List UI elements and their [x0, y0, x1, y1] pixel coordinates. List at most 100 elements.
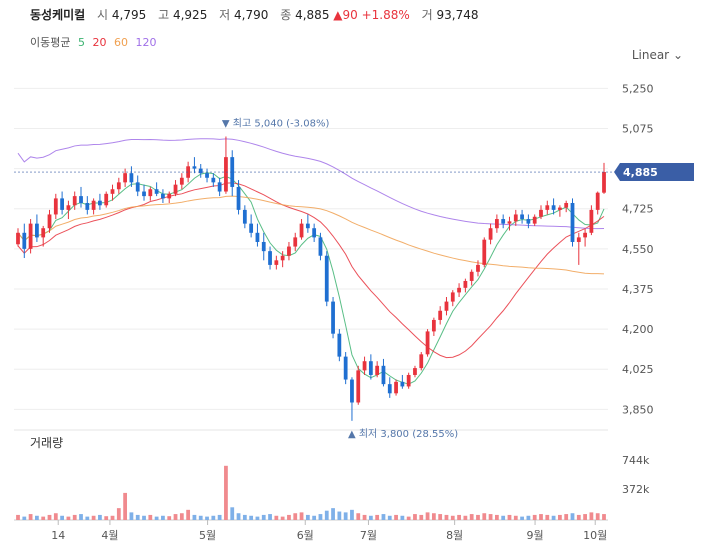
candle-body	[564, 202, 569, 208]
y-tick-label: 3,850	[622, 403, 654, 416]
candle-body	[406, 374, 411, 387]
candle-body	[205, 173, 209, 178]
candle-body	[79, 196, 83, 203]
candle-body	[186, 166, 191, 178]
candle-body	[217, 182, 222, 192]
volume-bar	[482, 513, 487, 520]
volume-bar	[545, 514, 550, 520]
candle-body	[98, 200, 102, 206]
volume-bar	[236, 513, 241, 520]
volume-bar	[35, 515, 39, 520]
candle-body	[230, 157, 235, 187]
volume-bar	[450, 515, 455, 520]
volume-bar	[186, 509, 191, 520]
candle-body	[85, 202, 90, 210]
volume-bar	[507, 514, 512, 520]
volume-bar	[494, 514, 499, 520]
volume-bar	[602, 514, 606, 520]
volume-bar	[123, 492, 128, 520]
candle-body	[211, 177, 216, 183]
volume-bar	[469, 514, 474, 520]
volume-bar	[431, 513, 436, 520]
stock-header: 동성케미컬 시 4,795 고 4,925 저 4,790 종 4,885 ▲9…	[30, 6, 479, 23]
volume-bar	[85, 516, 90, 520]
candle-body	[419, 354, 424, 369]
ma-60-line	[17, 195, 605, 275]
volume-bar	[324, 510, 329, 520]
volume-bar	[47, 514, 52, 520]
candle-body	[375, 365, 380, 375]
volume-bar	[583, 514, 587, 520]
candle-body	[280, 255, 285, 261]
candle-body	[551, 205, 556, 210]
volume-bar	[368, 515, 373, 520]
candle-body	[413, 368, 417, 375]
candle-body	[224, 157, 228, 192]
y-tick-label: 4,375	[622, 283, 654, 296]
candle-body	[305, 223, 310, 229]
volume-bar	[394, 514, 398, 520]
volume-bar	[551, 515, 556, 520]
candle-body	[72, 196, 77, 206]
candle-body	[513, 214, 518, 222]
high-label: 고	[158, 8, 170, 22]
open-label: 시	[97, 8, 109, 22]
volume-bar	[362, 514, 367, 520]
volume-bar	[318, 514, 323, 520]
volume-bar	[387, 515, 392, 520]
candle-body	[179, 177, 184, 185]
x-tick-label: 10월	[583, 529, 607, 542]
volume-bar	[589, 512, 594, 520]
y-tick-label: 4,200	[622, 323, 654, 336]
volume-tick-label: 744k	[622, 454, 650, 467]
volume-bar	[16, 514, 20, 520]
candle-body	[116, 182, 121, 190]
volume-tick-label: 372k	[622, 483, 650, 496]
volume-bar	[350, 509, 354, 520]
candle-body	[337, 333, 342, 357]
candle-body	[595, 192, 600, 210]
candle-body	[28, 223, 33, 249]
candle-body	[381, 365, 386, 385]
scale-dropdown[interactable]: Linear ⌄	[632, 48, 683, 62]
volume-bar	[419, 514, 424, 520]
volume-bar	[167, 516, 172, 520]
y-tick-label: 4,550	[622, 243, 654, 256]
y-tick-label: 4,025	[622, 363, 654, 376]
x-tick-label: 8월	[446, 529, 463, 542]
candle-body	[570, 202, 575, 242]
candle-body	[110, 189, 115, 194]
candle-body	[507, 221, 512, 224]
volume-bar	[570, 513, 575, 520]
volume-bar	[268, 514, 272, 520]
candle-body	[41, 228, 46, 238]
volume-bar	[337, 511, 342, 520]
candle-body	[482, 239, 487, 265]
volume-bar	[280, 516, 285, 520]
volume-bar	[375, 514, 380, 520]
volume-bar	[400, 515, 405, 520]
volume-bar	[224, 465, 228, 520]
volume-bar	[129, 512, 134, 520]
volume-bar	[438, 514, 443, 520]
volume-bar	[312, 515, 317, 520]
candle-body	[161, 193, 165, 199]
candle-body	[494, 219, 499, 229]
volume-bar	[564, 514, 569, 520]
ma-120-line	[17, 138, 605, 230]
stock-name: 동성케미컬	[30, 8, 86, 22]
candle-body	[261, 241, 266, 252]
y-tick-label: 5,250	[622, 82, 654, 95]
open-value: 4,795	[111, 8, 147, 22]
candle-body	[287, 246, 291, 256]
volume-bar	[135, 514, 140, 520]
change-value: ▲90	[333, 8, 358, 22]
candle-body	[532, 216, 537, 224]
close-label: 종	[280, 8, 292, 22]
candle-body	[331, 301, 335, 334]
current-price-label: 4,885	[623, 166, 658, 179]
volume-bar	[60, 515, 64, 520]
candle-body	[539, 209, 543, 217]
candle-body	[576, 237, 581, 242]
